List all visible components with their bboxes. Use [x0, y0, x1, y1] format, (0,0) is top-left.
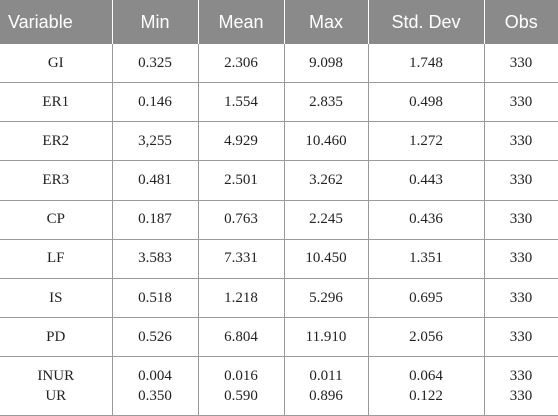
- cell-min: 0.004 0.350: [111, 356, 198, 416]
- cell-max: 9.098: [283, 44, 368, 84]
- header-row: Variable Min Mean Max Std. Dev Obs: [0, 0, 558, 44]
- column-header-variable: Variable: [0, 0, 112, 44]
- cell-line: 330: [509, 388, 533, 405]
- cell-mean: 6.804: [197, 317, 284, 358]
- cell-max: 10.450: [283, 239, 368, 279]
- table-row: PD 0.526 6.804 11.910 2.056 330: [0, 317, 558, 358]
- cell-obs: 330: [483, 82, 558, 123]
- cell-std-dev: 1.272: [367, 121, 484, 162]
- cell-std-dev: 1.351: [367, 239, 484, 279]
- column-header-min: Min: [111, 0, 198, 44]
- cell-std-dev: 0.436: [367, 200, 484, 240]
- cell-variable: GI: [0, 44, 112, 84]
- cell-max: 3.262: [283, 160, 368, 201]
- cell-std-dev: 0.498: [367, 82, 484, 123]
- cell-obs: 330: [483, 121, 558, 162]
- cell-max: 2.245: [283, 200, 368, 240]
- cell-line: 330: [509, 368, 533, 385]
- table-row: INUR UR 0.004 0.350 0.016 0.590 0.011 0.…: [0, 356, 558, 416]
- cell-variable: ER1: [0, 82, 112, 123]
- table-row: IS 0.518 1.218 5.296 0.695 330: [0, 278, 558, 319]
- cell-mean: 1.218: [197, 278, 284, 319]
- cell-line: UR: [45, 388, 67, 405]
- cell-max: 10.460: [283, 121, 368, 162]
- cell-max: 0.011 0.896: [283, 356, 368, 416]
- cell-obs: 330: [483, 44, 558, 84]
- cell-max: 2.835: [283, 82, 368, 123]
- column-header-std-dev: Std. Dev: [367, 0, 484, 44]
- cell-variable: ER3: [0, 160, 112, 201]
- cell-min: 0.146: [111, 82, 198, 123]
- cell-obs: 330: [483, 160, 558, 201]
- cell-min: 0.187: [111, 200, 198, 240]
- cell-min: 0.518: [111, 278, 198, 319]
- cell-line: 0.350: [138, 388, 172, 405]
- cell-std-dev: 0.695: [367, 278, 484, 319]
- cell-variable: LF: [0, 239, 112, 279]
- cell-line: 0.004: [138, 368, 172, 385]
- cell-variable: ER2: [0, 121, 112, 162]
- cell-variable: IS: [0, 278, 112, 319]
- column-header-mean: Mean: [197, 0, 284, 44]
- cell-std-dev: 0.064 0.122: [367, 356, 484, 416]
- cell-mean: 1.554: [197, 82, 284, 123]
- cell-std-dev: 1.748: [367, 44, 484, 84]
- table-row: GI 0.325 2.306 9.098 1.748 330: [0, 44, 558, 84]
- cell-obs: 330 330: [483, 356, 558, 416]
- cell-std-dev: 2.056: [367, 317, 484, 358]
- cell-obs: 330: [483, 278, 558, 319]
- cell-variable: INUR UR: [0, 356, 112, 416]
- cell-std-dev: 0.443: [367, 160, 484, 201]
- cell-max: 11.910: [283, 317, 368, 358]
- cell-min: 3.583: [111, 239, 198, 279]
- cell-mean: 0.016 0.590: [197, 356, 284, 416]
- cell-line: 0.064: [409, 368, 443, 385]
- cell-variable: PD: [0, 317, 112, 358]
- cell-variable: CP: [0, 200, 112, 240]
- cell-mean: 7.331: [197, 239, 284, 279]
- cell-line: 0.011: [309, 368, 343, 385]
- cell-line: 0.896: [309, 388, 343, 405]
- cell-mean: 2.306: [197, 44, 284, 84]
- cell-line: 0.590: [224, 388, 258, 405]
- cell-obs: 330: [483, 200, 558, 240]
- cell-min: 0.325: [111, 44, 198, 84]
- cell-line: 0.016: [224, 368, 258, 385]
- cell-max: 5.296: [283, 278, 368, 319]
- table-row: ER2 3,255 4.929 10.460 1.272 330: [0, 121, 558, 162]
- cell-mean: 0.763: [197, 200, 284, 240]
- table-row: ER3 0.481 2.501 3.262 0.443 330: [0, 160, 558, 201]
- cell-line: INUR: [37, 368, 75, 385]
- cell-obs: 330: [483, 239, 558, 279]
- cell-min: 0.481: [111, 160, 198, 201]
- cell-min: 0.526: [111, 317, 198, 358]
- column-header-obs: Obs: [483, 0, 558, 44]
- table-row: ER1 0.146 1.554 2.835 0.498 330: [0, 82, 558, 123]
- cell-line: 0.122: [409, 388, 443, 405]
- cell-mean: 4.929: [197, 121, 284, 162]
- column-header-max: Max: [283, 0, 368, 44]
- table-row: LF 3.583 7.331 10.450 1.351 330: [0, 239, 558, 279]
- table-row: CP 0.187 0.763 2.245 0.436 330: [0, 200, 558, 240]
- cell-mean: 2.501: [197, 160, 284, 201]
- cell-obs: 330: [483, 317, 558, 358]
- cell-min: 3,255: [111, 121, 198, 162]
